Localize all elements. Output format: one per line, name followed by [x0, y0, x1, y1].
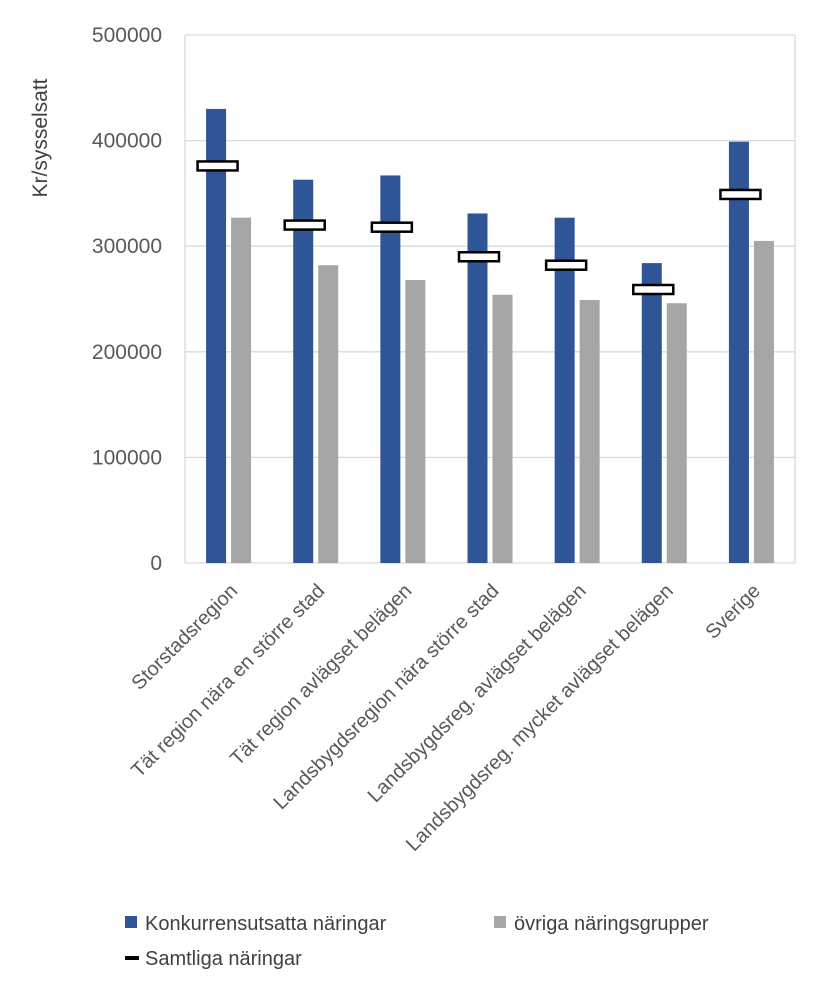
bar-konkurrensutsatta — [554, 217, 575, 564]
bar-ovriga — [579, 300, 600, 563]
bar-konkurrensutsatta — [206, 108, 227, 564]
bar-konkurrensutsatta — [293, 179, 314, 563]
bar-konkurrensutsatta — [380, 175, 401, 563]
y-tick-label: 300000 — [92, 235, 162, 258]
marker-samtliga — [632, 283, 675, 296]
x-category-label: Tät region avlägset belägen — [226, 580, 416, 770]
legend-label: övriga näringsgrupper — [514, 913, 709, 935]
marker-samtliga — [719, 188, 762, 201]
y-tick-label: 500000 — [92, 24, 162, 47]
y-tick-label: 200000 — [92, 341, 162, 364]
legend-label: Samtliga näringar — [145, 948, 302, 970]
bar-ovriga — [492, 294, 513, 563]
legend: Konkurrensutsatta näringar övriga närings… — [125, 913, 709, 970]
bar-konkurrensutsatta — [728, 141, 749, 563]
bar-konkurrensutsatta — [641, 263, 662, 563]
legend-swatch — [125, 956, 139, 960]
y-tick-label: 100000 — [92, 446, 162, 469]
marker-samtliga — [457, 251, 501, 263]
y-tick-label: 0 — [150, 552, 162, 575]
total-markers — [196, 160, 762, 296]
bar-konkurrensutsatta — [467, 213, 488, 564]
x-category-label: Sverige — [701, 580, 765, 644]
marker-samtliga — [544, 259, 588, 271]
legend-swatch — [125, 916, 137, 928]
bar-ovriga — [666, 303, 687, 563]
marker-samtliga — [370, 221, 414, 233]
bars — [206, 108, 774, 564]
bar-ovriga — [405, 279, 426, 563]
bar-ovriga — [318, 265, 339, 563]
legend-swatch — [494, 916, 506, 928]
bar-ovriga — [231, 217, 252, 564]
y-axis-label: Kr/sysselsatt — [29, 78, 52, 197]
marker-samtliga — [283, 219, 326, 231]
gridlines — [184, 34, 796, 564]
legend-label: Konkurrensutsatta näringar — [145, 913, 387, 935]
marker-samtliga — [196, 160, 239, 172]
bar-ovriga — [753, 240, 774, 564]
y-tick-label: 400000 — [92, 130, 162, 153]
y-axis-ticks: 0 100000 200000 300000 400000 500000 — [92, 24, 162, 575]
